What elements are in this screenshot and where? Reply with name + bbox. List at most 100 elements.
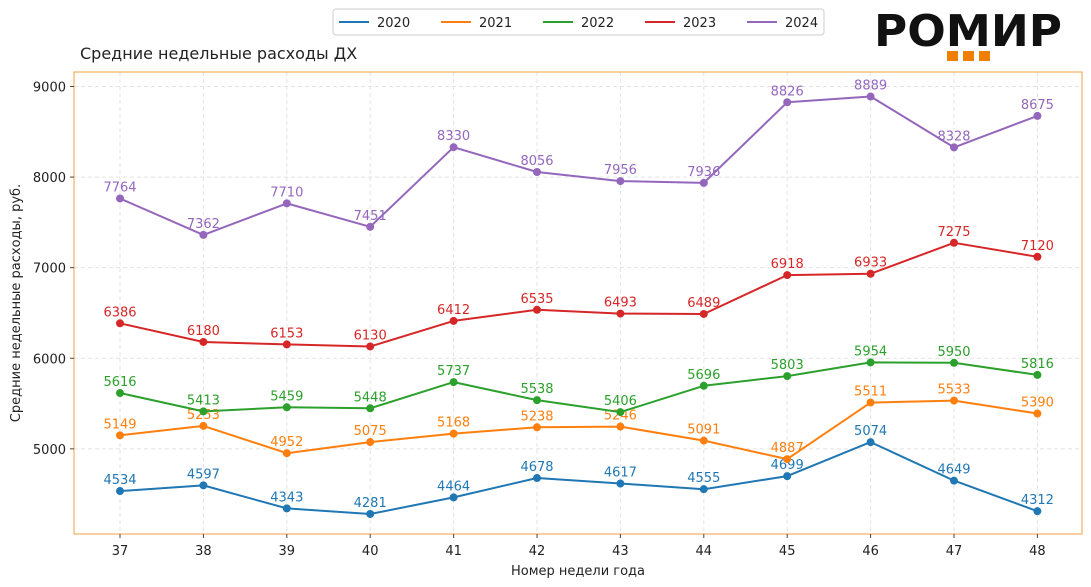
- data-label: 5390: [1021, 396, 1054, 411]
- y-axis-ticks: 5000 6000 7000 8000 9000: [33, 80, 74, 458]
- data-label: 7710: [270, 185, 303, 200]
- legend: 2020 2021 2022 2023 2024: [332, 8, 825, 36]
- data-point: [699, 381, 708, 390]
- plot-area-frame: [73, 71, 1083, 535]
- data-point: [950, 143, 958, 152]
- data-label: 4887: [771, 441, 804, 456]
- series-2021: 5149525349525075516852385246509148875511…: [103, 383, 1054, 464]
- series-line-2024: [119, 95, 1038, 236]
- data-point: [282, 504, 291, 513]
- data-point: [366, 342, 375, 351]
- data-label: 4281: [354, 496, 387, 511]
- data-label: 5238: [520, 409, 553, 424]
- data-point: [282, 449, 291, 458]
- data-point: [1033, 252, 1042, 261]
- data-point: [116, 319, 124, 328]
- series-2024: 7764 7362 7710 7451 8330 8056 7956 7936 8826 8889…: [103, 79, 1054, 239]
- data-point: [199, 337, 208, 346]
- x-tick-label: 43: [612, 544, 629, 559]
- data-label: 4343: [270, 490, 303, 505]
- data-label: 5459: [270, 389, 303, 404]
- series-2020: 4534 4597 4343 4281 4464 4678 4617 4555 4699 5074…: [103, 424, 1054, 518]
- data-point: [866, 269, 875, 278]
- x-tick-label: 38: [195, 544, 212, 559]
- data-point: [116, 487, 124, 496]
- data-label: 5954: [854, 344, 887, 359]
- data-point: [282, 340, 291, 349]
- data-point: [366, 438, 375, 447]
- series-2022: 5616 5413 5459 5448 5737 5538 5406 5696 5803 5954…: [103, 344, 1054, 417]
- data-label: 5406: [604, 394, 637, 409]
- data-point: [699, 178, 708, 187]
- data-point: [950, 476, 958, 485]
- data-point: [199, 407, 208, 416]
- data-point: [783, 271, 792, 280]
- y-tick-label: 5000: [33, 443, 66, 458]
- data-label: 5511: [854, 385, 887, 400]
- data-label: 5533: [937, 383, 970, 398]
- data-label: 7120: [1021, 239, 1054, 254]
- legend-label-2021: 2021: [479, 16, 512, 31]
- data-point: [1033, 507, 1042, 516]
- x-tick-label: 42: [529, 544, 546, 559]
- data-point: [449, 378, 458, 387]
- data-point: [282, 199, 291, 208]
- logo-square-3: [979, 51, 990, 61]
- data-label: 4464: [437, 479, 470, 494]
- data-label: 6493: [604, 296, 637, 311]
- data-point: [699, 309, 708, 318]
- data-point: [866, 398, 875, 407]
- data-point: [449, 429, 458, 438]
- data-point: [366, 509, 375, 518]
- data-label: 5168: [437, 416, 470, 431]
- data-label: 7275: [937, 225, 970, 240]
- series-line-2020: [119, 441, 1038, 515]
- data-point: [783, 372, 792, 381]
- series-line-2021: [119, 399, 1038, 461]
- legend-box: [332, 8, 825, 36]
- data-point: [783, 98, 792, 107]
- data-point: [116, 194, 124, 203]
- data-label: 5075: [354, 424, 387, 439]
- data-label: 8826: [771, 84, 804, 99]
- x-axis-title: Номер недели года: [511, 564, 645, 579]
- data-label: 6386: [103, 305, 136, 320]
- logo-square-1: [947, 51, 958, 61]
- data-point: [199, 481, 208, 490]
- y-tick-label: 6000: [33, 352, 66, 367]
- data-point: [282, 403, 291, 412]
- data-label: 6933: [854, 256, 887, 271]
- data-point: [533, 305, 541, 314]
- y-tick-label: 9000: [33, 80, 66, 95]
- legend-label-2022: 2022: [581, 16, 614, 31]
- data-label: 5737: [437, 364, 470, 379]
- data-point: [699, 485, 708, 494]
- x-tick-label: 47: [946, 544, 963, 559]
- data-label: 6535: [520, 292, 553, 307]
- data-point: [1033, 370, 1042, 379]
- data-point: [533, 474, 541, 483]
- data-label: 7362: [187, 217, 220, 232]
- data-label: 5616: [103, 375, 136, 390]
- data-label: 6489: [687, 296, 720, 311]
- data-label: 5413: [187, 393, 220, 408]
- data-point: [366, 404, 375, 413]
- data-label: 8328: [937, 129, 970, 144]
- data-point: [1033, 111, 1042, 120]
- data-label: 4649: [937, 463, 970, 478]
- data-point: [950, 358, 958, 367]
- data-label: 5074: [854, 424, 887, 439]
- data-point: [533, 423, 541, 432]
- data-point: [950, 396, 958, 405]
- data-point: [533, 396, 541, 405]
- data-label: 8056: [520, 154, 553, 169]
- data-point: [199, 421, 208, 430]
- data-label: 6153: [270, 326, 303, 341]
- data-point: [616, 177, 625, 186]
- data-label: 4534: [103, 473, 136, 488]
- legend-label-2024: 2024: [785, 16, 818, 31]
- data-point: [616, 422, 625, 431]
- data-label: 5803: [771, 358, 804, 373]
- data-point: [866, 92, 875, 101]
- x-axis-ticks: 37 38 39 40 41 42 43 44 45 46 47 48: [112, 534, 1046, 559]
